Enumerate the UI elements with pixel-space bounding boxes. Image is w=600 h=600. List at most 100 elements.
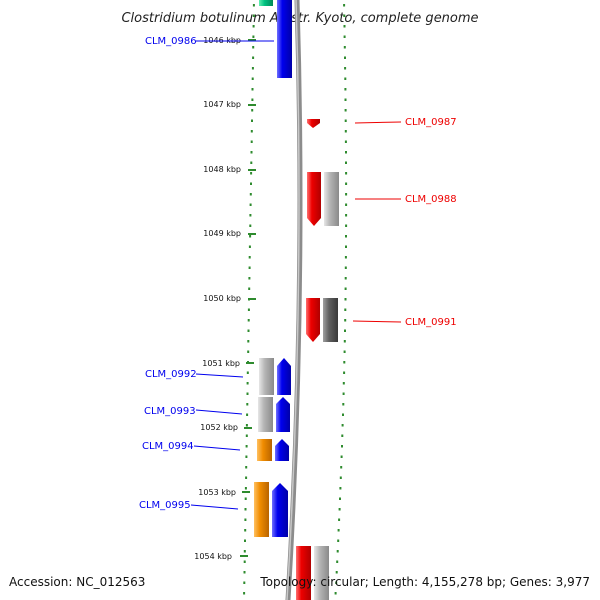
tick-label: 1051 kbp: [202, 359, 240, 368]
track-dot: [245, 445, 248, 448]
track-dot: [243, 571, 246, 574]
leader-line: [352, 320, 402, 323]
track-dot: [336, 550, 339, 553]
track-dot: [342, 382, 345, 385]
gene-feature-grey-dark[interactable]: [323, 298, 338, 342]
gene-feature-teal[interactable]: [259, 0, 273, 6]
track-dot: [251, 77, 254, 80]
leader-line: [195, 409, 243, 415]
gene-feature-orange[interactable]: [254, 482, 269, 537]
track-dot: [334, 592, 337, 595]
track-dot: [343, 350, 346, 353]
track-dot: [343, 361, 346, 364]
track-dot: [344, 140, 347, 143]
tick-label: 1049 kbp: [203, 229, 241, 238]
gene-feature-CLM_0991[interactable]: [306, 298, 320, 342]
track-dot: [252, 14, 255, 17]
track-dot: [250, 140, 253, 143]
gene-feature-CLM_0995[interactable]: [272, 483, 288, 537]
gene-feature-CLM_0988[interactable]: [307, 172, 321, 226]
track-dot: [341, 424, 344, 427]
gene-feature-red[interactable]: [296, 546, 311, 600]
track-dot: [345, 172, 348, 175]
gene-feature-orange[interactable]: [257, 439, 272, 461]
tick-label: 1054 kbp: [194, 552, 232, 561]
track-dot: [252, 46, 255, 49]
track-dot: [343, 35, 346, 38]
gene-feature-CLM_0986[interactable]: [277, 0, 292, 78]
track-dot: [343, 14, 346, 17]
track-dot: [345, 214, 348, 217]
track-dot: [344, 256, 347, 259]
track-dot: [342, 413, 344, 416]
track-dot: [244, 539, 246, 542]
gene-label-CLM_0992[interactable]: CLM_0992: [145, 369, 197, 380]
track-dot: [247, 308, 250, 311]
track-dot: [335, 581, 338, 584]
track-dot: [243, 581, 246, 584]
track-dot: [249, 224, 252, 227]
gene-feature-grey[interactable]: [314, 546, 329, 600]
gene-label-CLM_0986[interactable]: CLM_0986: [145, 36, 197, 47]
track-dot: [246, 382, 249, 385]
track-dot: [251, 88, 254, 91]
track-dot: [344, 119, 347, 122]
track-dot: [338, 508, 341, 511]
tick-label: 1052 kbp: [200, 423, 238, 432]
tick-label: 1053 kbp: [198, 488, 236, 497]
gene-label-CLM_0987[interactable]: CLM_0987: [405, 117, 457, 128]
gene-feature-grey[interactable]: [258, 397, 273, 432]
scale-ticks: 1046 kbp 1047 kbp 1048 kbp 1049 kbp 1050…: [194, 36, 256, 561]
track-dot: [247, 329, 250, 332]
track-dot: [246, 392, 249, 395]
track-dot: [338, 518, 341, 521]
gene-feature-CLM_0993[interactable]: [276, 397, 290, 432]
track-dot: [342, 392, 345, 395]
track-dot: [344, 88, 347, 91]
track-dot: [248, 266, 251, 269]
track-dot: [249, 214, 252, 217]
track-dot: [344, 56, 346, 59]
track-dot: [345, 203, 348, 206]
tick-label: 1047 kbp: [203, 100, 241, 109]
track-dot: [340, 455, 343, 458]
track-dot: [337, 529, 340, 532]
track-dot: [245, 476, 248, 479]
track-dot: [244, 497, 247, 500]
track-dot: [247, 319, 250, 322]
track-dot: [345, 235, 347, 238]
track-dot: [248, 287, 251, 290]
accession-text: Accession: NC_012563: [9, 575, 145, 589]
track-dot: [248, 277, 251, 280]
gene-label-CLM_0988[interactable]: CLM_0988: [405, 194, 457, 205]
gene-label-CLM_0991[interactable]: CLM_0991: [405, 317, 457, 328]
track-dot: [244, 508, 247, 511]
track-dot: [344, 277, 347, 280]
track-dot: [249, 203, 252, 206]
track-dot: [250, 161, 253, 164]
track-dot: [252, 56, 255, 59]
genome-info-text: Topology: circular; Length: 4,155,278 bp…: [259, 575, 590, 589]
track-dot: [339, 487, 342, 490]
gene-feature-CLM_0992[interactable]: [277, 358, 291, 395]
forward-strand-features: [254, 0, 292, 537]
track-dot: [243, 550, 246, 553]
gene-feature-CLM_0994[interactable]: [275, 439, 289, 461]
gene-label-CLM_0993[interactable]: CLM_0993: [144, 406, 196, 417]
leader-line: [354, 121, 402, 124]
gene-feature-CLM_0987[interactable]: [307, 119, 320, 128]
tick-label: 1048 kbp: [203, 165, 241, 174]
track-dot: [247, 340, 250, 343]
track-dot: [251, 109, 254, 112]
track-dot: [249, 193, 252, 196]
gene-label-CLM_0995[interactable]: CLM_0995: [139, 500, 191, 511]
track-dot: [345, 151, 347, 154]
gene-feature-grey[interactable]: [324, 172, 339, 226]
gene-label-CLM_0994[interactable]: CLM_0994: [142, 441, 194, 452]
track-dot: [342, 403, 345, 406]
gene-feature-grey[interactable]: [259, 358, 274, 395]
track-dot: [246, 413, 249, 416]
track-dot: [344, 98, 347, 101]
